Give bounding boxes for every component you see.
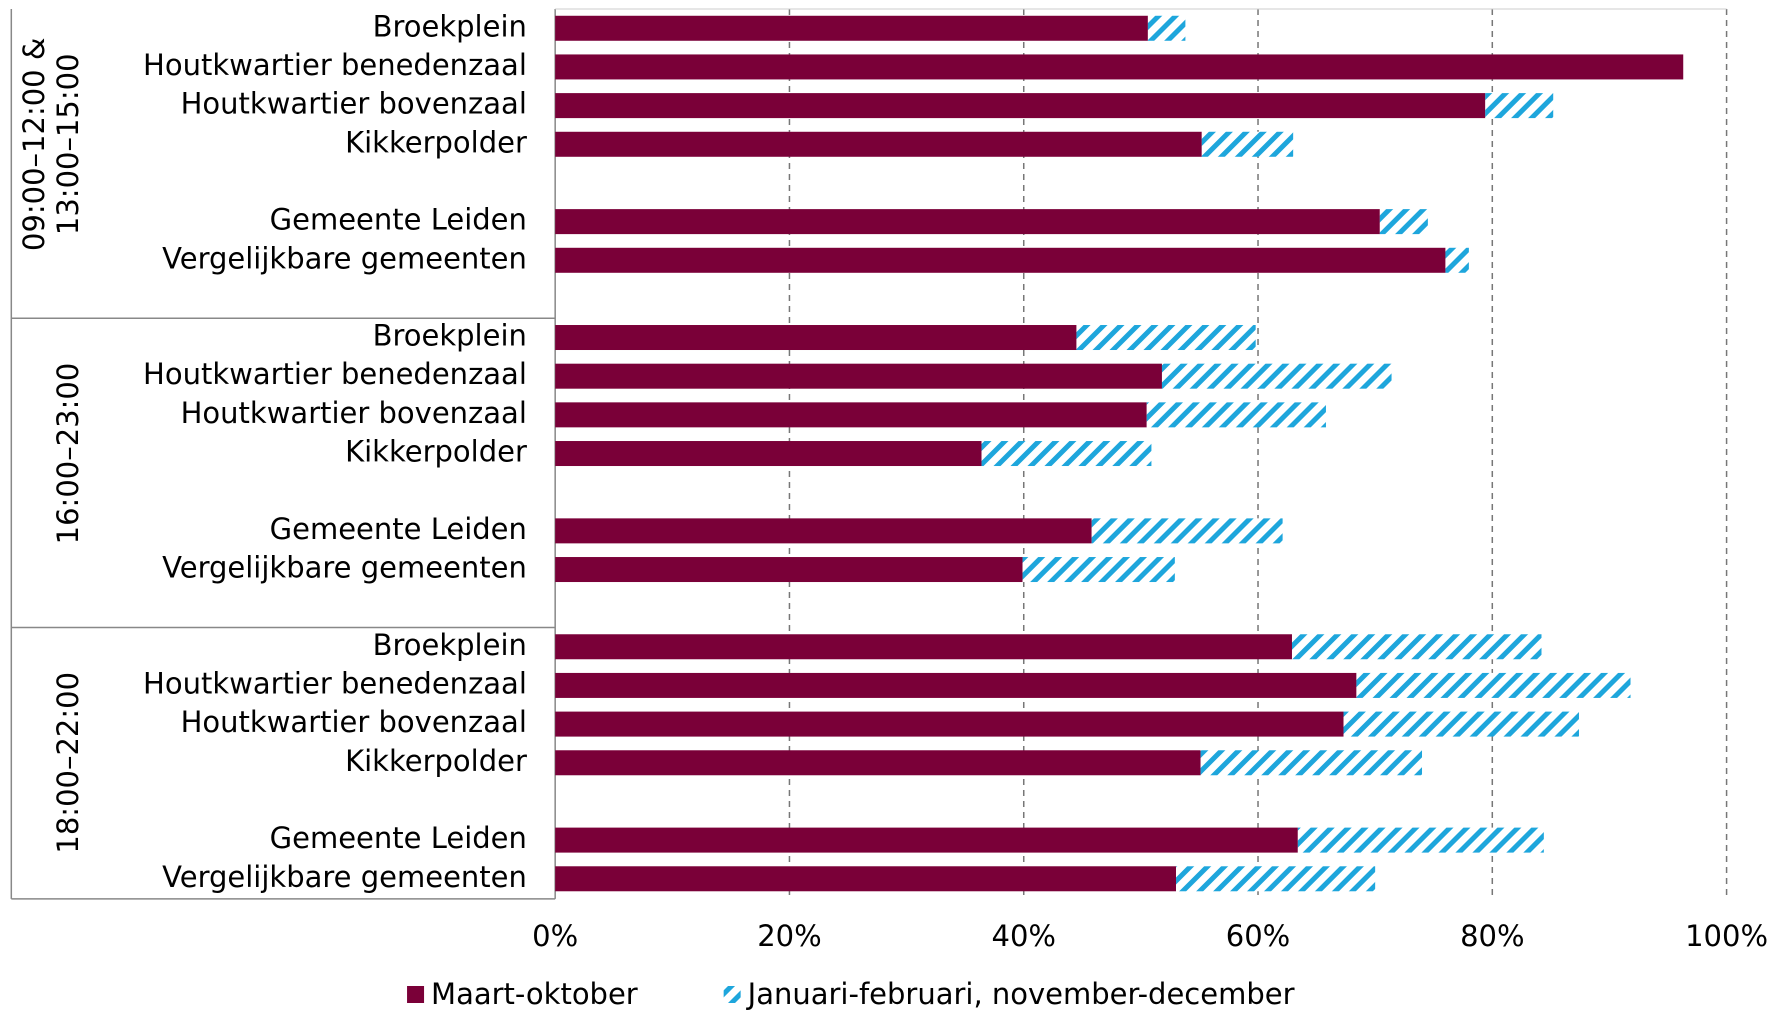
y-tick-label: Houtkwartier benedenzaal [143,357,527,391]
bar [555,402,1147,428]
bar [1297,827,1544,853]
y-tick-label: Kikkerpolder [345,435,527,469]
bar [1485,93,1554,119]
bar [1356,672,1631,698]
x-tick-label: 60% [1226,919,1290,953]
x-tick-label: 40% [992,919,1056,953]
bar [981,441,1152,467]
x-tick-label: 0% [532,919,578,953]
y-tick-label: Kikkerpolder [345,744,527,778]
y-tick-label: Gemeente Leiden [270,203,527,237]
legend-label: Januari-februari, november-december [746,977,1295,1011]
bar [555,634,1292,660]
bar [1091,518,1283,544]
bar [1200,750,1423,776]
y-tick-label: Kikkerpolder [345,125,527,159]
bar [1379,209,1428,235]
bar [555,672,1357,698]
x-tick-label: 20% [757,919,821,953]
bar [1445,247,1469,273]
bar [555,827,1298,853]
legend-label: Maart-oktober [431,977,638,1011]
bar [555,363,1162,389]
bar [555,247,1446,273]
legend-swatch [407,986,425,1003]
bar [1201,131,1294,157]
bar [1343,711,1579,737]
y-tick-label: Broekplein [373,628,527,662]
bar [555,557,1023,583]
bar [555,15,1148,41]
bar [555,711,1344,737]
bar [1147,15,1186,41]
bar [555,131,1202,157]
bar [1291,634,1542,660]
bar [555,93,1486,119]
bar [555,750,1201,776]
group-label: 13:00–15:00 [51,53,85,235]
y-tick-label: Broekplein [373,9,527,43]
bar [555,54,1684,80]
y-tick-label: Vergelijkbare gemeenten [162,241,527,275]
y-tick-label: Houtkwartier bovenzaal [181,705,527,739]
bar [555,209,1380,235]
bar [1176,866,1376,892]
y-tick-label: Houtkwartier bovenzaal [181,396,527,430]
y-tick-label: Broekplein [373,319,527,353]
x-tick-label: 80% [1460,919,1524,953]
bar [555,866,1177,892]
group-label: 09:00–12:00 & [17,38,51,251]
group-label: 18:00–22:00 [51,672,85,854]
bar [1022,557,1175,583]
legend-swatch [723,986,741,1003]
bar [1161,363,1392,389]
group-label: 16:00–23:00 [51,363,85,545]
y-tick-label: Vergelijkbare gemeenten [162,860,527,894]
y-tick-label: Gemeente Leiden [270,512,527,546]
bar [1146,402,1326,428]
bar [1076,325,1256,351]
y-tick-label: Houtkwartier bovenzaal [181,87,527,121]
bar [555,325,1077,351]
y-tick-label: Houtkwartier benedenzaal [143,48,527,82]
bar [555,518,1092,544]
y-tick-label: Vergelijkbare gemeenten [162,551,527,585]
y-tick-label: Gemeente Leiden [270,821,527,855]
x-tick-label: 100% [1685,919,1768,953]
bar [555,441,982,467]
y-tick-label: Houtkwartier benedenzaal [143,666,527,700]
